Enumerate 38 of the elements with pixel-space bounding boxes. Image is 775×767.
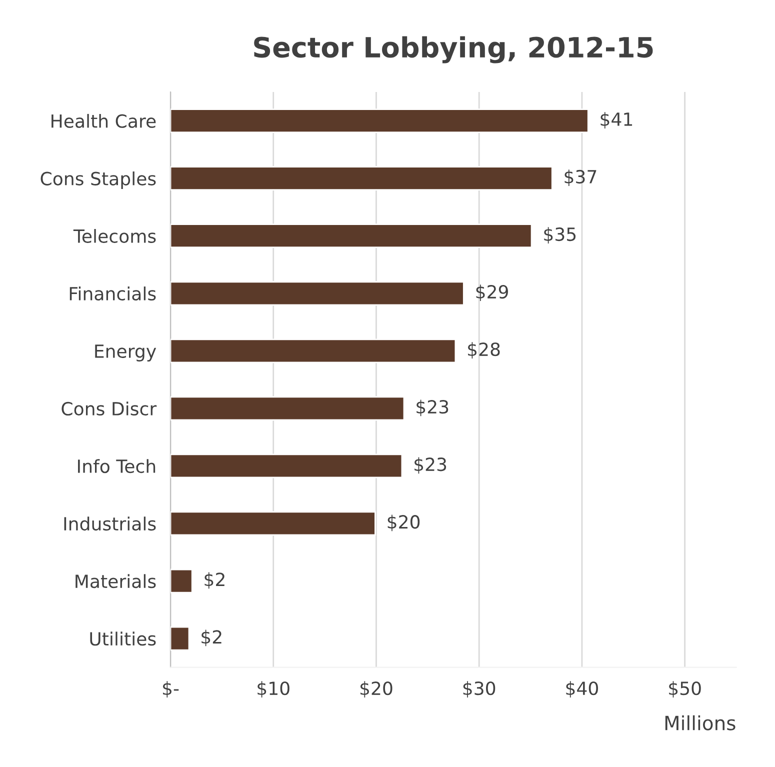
y-tick-label: Financials: [70, 286, 156, 300]
y-tick-label: Cons Staples: [40, 171, 156, 189]
y-tick-label: Energy: [95, 344, 156, 362]
data-label: $2: [204, 572, 224, 589]
x-tick-label: $-: [162, 681, 179, 698]
bar: [170, 224, 532, 248]
y-tick-label: Industrials: [64, 516, 156, 531]
bar: [170, 511, 376, 536]
data-label: $37: [564, 170, 596, 186]
data-label: $28: [468, 342, 500, 359]
bar: [170, 568, 193, 594]
y-tick-label: Materials: [76, 574, 156, 588]
data-label: $41: [600, 112, 632, 128]
data-label: $35: [544, 227, 576, 244]
chart-title: Sector Lobbying, 2012-15: [254, 36, 653, 64]
x-tick-label: $20: [360, 681, 392, 698]
data-label: $2: [202, 630, 222, 646]
bar: [170, 281, 464, 306]
bar: [170, 108, 589, 134]
data-label: $20: [388, 514, 420, 532]
x-tick-label: $50: [669, 681, 701, 698]
bar: [170, 396, 405, 421]
bar: [170, 626, 190, 651]
data-label: $23: [416, 400, 448, 416]
x-tick-label: $30: [463, 681, 496, 698]
y-tick-label: Health Care: [52, 114, 156, 128]
bar: [170, 338, 456, 364]
data-label: $23: [414, 457, 446, 474]
x-tick-label: $40: [566, 681, 598, 698]
bar: [170, 454, 403, 478]
y-tick-label: Cons Discr: [62, 402, 157, 416]
bar: [170, 166, 553, 191]
y-tick-label: Utilities: [90, 632, 156, 646]
y-tick-label: Telecoms: [73, 228, 156, 243]
data-label: $29: [476, 284, 508, 302]
x-tick-label: $10: [258, 681, 290, 698]
x-axis-title: Millions: [665, 715, 736, 730]
y-tick-label: Info Tech: [78, 459, 156, 474]
